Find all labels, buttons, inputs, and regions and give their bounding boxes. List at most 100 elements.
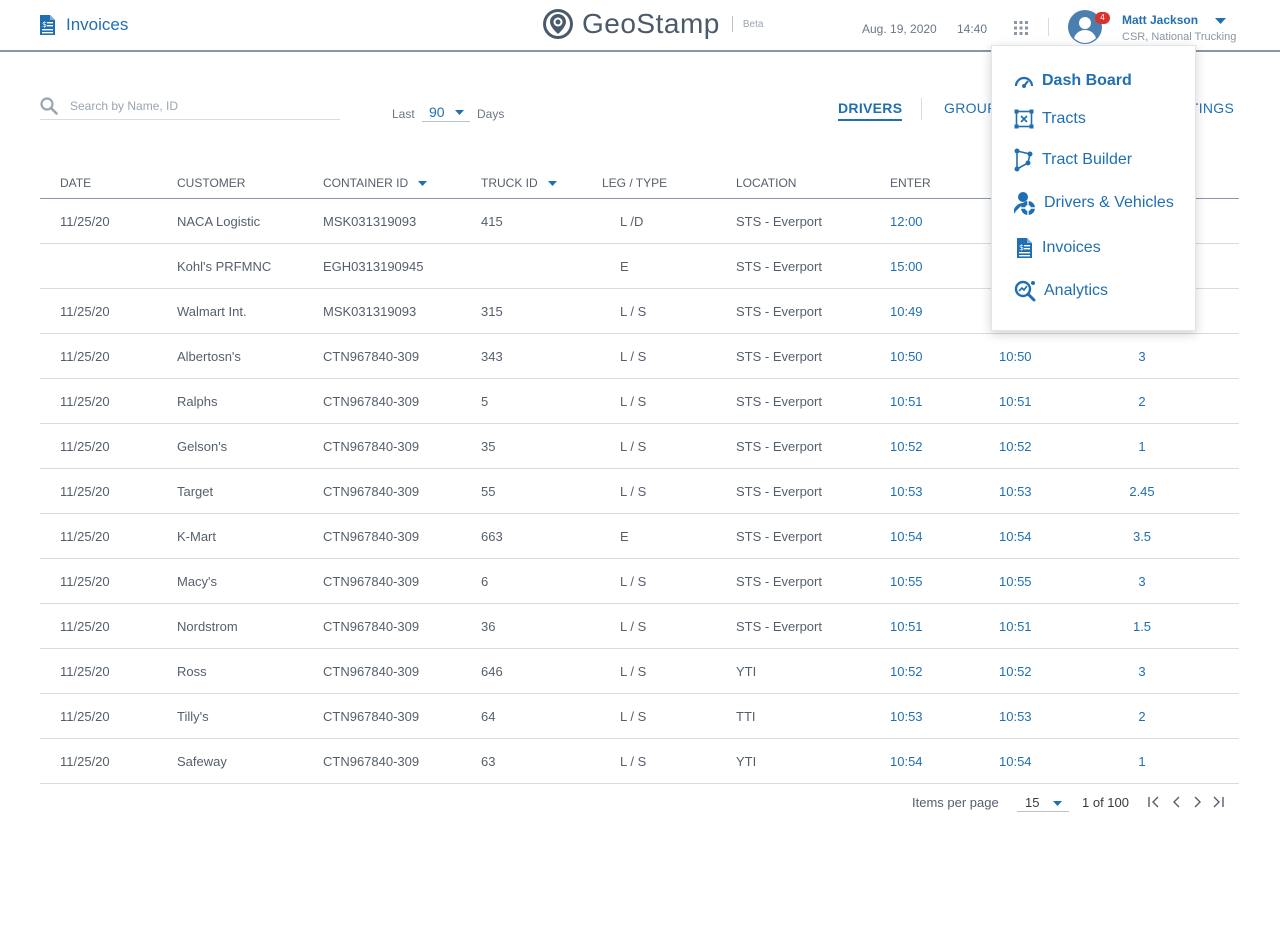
- apps-grid-icon: [1014, 21, 1028, 35]
- first-page-icon[interactable]: [1147, 795, 1161, 809]
- app-header: $ Invoices GeoStamp Beta Aug. 19, 2020 1…: [0, 0, 1280, 52]
- column-header-location[interactable]: LOCATION: [736, 176, 797, 190]
- cell-leg: L / S: [620, 439, 647, 454]
- menu-item-tracts[interactable]: Tracts: [1014, 109, 1086, 129]
- column-header-truck-id[interactable]: TRUCK ID: [481, 176, 557, 190]
- search-input[interactable]: [70, 96, 330, 116]
- cell-location: TTI: [736, 709, 756, 724]
- menu-item-drivers-vehicles[interactable]: Drivers & Vehicles: [1014, 191, 1174, 215]
- invoice-icon: $: [40, 15, 55, 35]
- cell-date: 11/25/20: [60, 664, 110, 679]
- menu-item-tract-builder[interactable]: Tract Builder: [1014, 148, 1132, 172]
- cell-leg: E: [620, 529, 629, 544]
- cell-exit: 10:53: [999, 709, 1032, 724]
- cell-truck: 315: [481, 304, 503, 319]
- table-row[interactable]: 11/25/20 NACA Logistic MSK031319093 415 L /D…: [40, 199, 1239, 244]
- cell-leg: L / S: [620, 394, 647, 409]
- table-row[interactable]: 11/25/20 Safeway CTN967840-309 63 L / S YTI 10…: [40, 739, 1239, 784]
- days-label: Days: [477, 107, 505, 121]
- cell-customer: Target: [177, 484, 214, 499]
- table-row[interactable]: 11/25/20 Gelson's CTN967840-309 35 L / S STS …: [40, 424, 1239, 469]
- days-value: 90: [429, 104, 445, 120]
- brand-name: GeoStamp: [582, 8, 720, 39]
- cell-date: 11/25/20: [60, 394, 110, 409]
- table-row[interactable]: 11/25/20 Nordstrom CTN967840-309 36 L / S STS…: [40, 604, 1239, 649]
- cell-truck: 63: [481, 754, 496, 769]
- cell-date: 11/25/20: [60, 754, 110, 769]
- cell-container: CTN967840-309: [323, 394, 420, 409]
- cell-leg: L / S: [620, 304, 647, 319]
- column-header-leg-type[interactable]: LEG / TYPE: [602, 176, 668, 190]
- chevron-down-icon: [1053, 801, 1062, 806]
- page-title[interactable]: $ Invoices: [38, 14, 128, 36]
- cell-leg: L / S: [620, 484, 647, 499]
- last-page-icon[interactable]: [1211, 795, 1225, 809]
- cell-location: STS - Everport: [736, 214, 822, 229]
- column-header-date[interactable]: DATE: [60, 176, 92, 190]
- brand-divider: [731, 16, 733, 32]
- cell-leg: E: [620, 259, 629, 274]
- apps-grid-button[interactable]: [1013, 20, 1029, 41]
- analytics-icon: [1014, 280, 1036, 302]
- cell-container: CTN967840-309: [323, 754, 420, 769]
- cell-customer: Tilly's: [177, 709, 209, 724]
- table-row[interactable]: 11/25/20 Macy's CTN967840-309 6 L / S STS - E…: [40, 559, 1239, 604]
- cell-location: STS - Everport: [736, 529, 822, 544]
- avatar[interactable]: [1068, 10, 1102, 49]
- tab-drivers[interactable]: DRIVERS: [838, 100, 903, 121]
- search-field[interactable]: [40, 94, 340, 120]
- menu-item-dashboard[interactable]: Dash Board: [1014, 72, 1132, 90]
- user-name[interactable]: Matt Jackson: [1122, 13, 1199, 27]
- cell-date: 11/25/20: [60, 709, 110, 724]
- table-row[interactable]: 11/25/20 Albertosn's CTN967840-309 343 L / S…: [40, 334, 1239, 379]
- table-row[interactable]: 11/25/20 Target CTN967840-309 55 L / S STS - …: [40, 469, 1239, 514]
- cell-enter: 10:54: [890, 529, 923, 544]
- cell-location: STS - Everport: [736, 304, 822, 319]
- cell-truck: 55: [481, 484, 496, 499]
- drivers-vehicles-icon: [1014, 192, 1035, 215]
- cell-exit: 10:51: [999, 394, 1032, 409]
- table-row[interactable]: 11/25/20 Walmart Int. MSK031319093 315 L / S…: [40, 289, 1239, 334]
- cell-date: 11/25/20: [60, 304, 110, 319]
- table-row[interactable]: Kohl's PRFMNC EGH0313190945 E STS - Everpor…: [40, 244, 1239, 289]
- table-body: 11/25/20 NACA Logistic MSK031319093 415 L /D…: [40, 199, 1239, 784]
- menu-item-label: Tracts: [1042, 110, 1086, 127]
- menu-item-analytics[interactable]: Analytics: [1014, 280, 1108, 302]
- table-row[interactable]: 11/25/20 Ross CTN967840-309 646 L / S YTI 10:5…: [40, 649, 1239, 694]
- cell-location: STS - Everport: [736, 259, 822, 274]
- column-header-enter[interactable]: ENTER: [890, 176, 931, 190]
- sort-down-icon[interactable]: [547, 180, 557, 186]
- cell-location: YTI: [736, 754, 757, 769]
- items-per-page-value: 15: [1025, 795, 1040, 810]
- tab-group[interactable]: GROUP: [944, 100, 997, 116]
- cell-customer: Safeway: [177, 754, 227, 769]
- invoice-icon: $: [1017, 238, 1032, 258]
- prev-page-icon[interactable]: [1171, 795, 1183, 809]
- brand-logo[interactable]: GeoStamp Beta: [542, 8, 763, 40]
- cell-enter: 10:54: [890, 754, 923, 769]
- cell-exit: 10:52: [999, 664, 1032, 679]
- cell-truck: 415: [481, 214, 503, 229]
- menu-item-invoices[interactable]: $ Invoices: [1014, 237, 1101, 259]
- cell-leg: L / S: [620, 619, 647, 634]
- table-row[interactable]: 11/25/20 Ralphs CTN967840-309 5 L / S STS - E…: [40, 379, 1239, 424]
- cell-exit: 10:54: [999, 529, 1032, 544]
- chevron-down-icon[interactable]: [1215, 18, 1226, 24]
- column-header-customer[interactable]: CUSTOMER: [177, 176, 246, 190]
- menu-item-label: Analytics: [1044, 282, 1109, 299]
- cell-exit: 10:55: [999, 574, 1032, 589]
- items-per-page-select[interactable]: 15: [1017, 793, 1069, 812]
- days-select[interactable]: 90: [422, 102, 470, 122]
- next-page-icon[interactable]: [1191, 795, 1203, 809]
- cell-exit: 10:53: [999, 484, 1032, 499]
- column-header-container-id[interactable]: CONTAINER ID: [323, 176, 428, 190]
- invoices-table: DATE CUSTOMER CONTAINER ID TRUCK ID LEG …: [40, 172, 1239, 784]
- table-row[interactable]: 11/25/20 Tilly's CTN967840-309 64 L / S TTI 10…: [40, 694, 1239, 739]
- notification-badge[interactable]: 4: [1095, 12, 1110, 24]
- cell-location: STS - Everport: [736, 439, 822, 454]
- cell-enter: 10:49: [890, 304, 923, 319]
- sort-down-icon[interactable]: [418, 180, 428, 186]
- cell-date: 11/25/20: [60, 214, 110, 229]
- cell-truck: 646: [481, 664, 503, 679]
- table-row[interactable]: 11/25/20 K-Mart CTN967840-309 663 E STS - Eve…: [40, 514, 1239, 559]
